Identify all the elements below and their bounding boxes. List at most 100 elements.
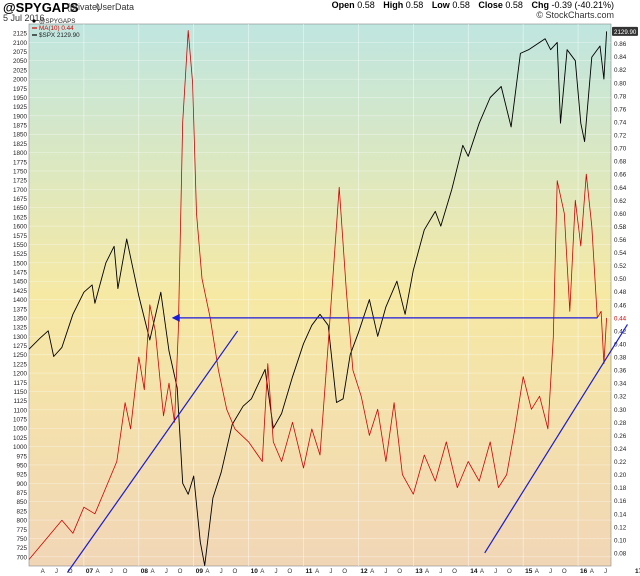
x-axis-month-label: J: [494, 568, 497, 575]
x-axis-month-label: A: [315, 568, 320, 575]
x-axis-year-label: 09: [196, 568, 204, 575]
x-axis-year-label: 07: [86, 568, 94, 575]
left-axis-tick-label: 1300: [13, 334, 28, 341]
left-axis-tick-label: 1750: [13, 168, 28, 175]
x-axis-month-label: O: [287, 568, 292, 575]
chart-privacy-label: (private): [67, 2, 101, 12]
chart-user-label: UserData: [96, 2, 135, 12]
trendline: [484, 324, 628, 554]
x-axis-month-label: A: [260, 568, 265, 575]
x-axis-month-label: O: [507, 568, 512, 575]
ohlc-readout: Open 0.58 High 0.58 Low 0.58 Close 0.58 …: [326, 0, 614, 10]
left-axis-tick-label: 1675: [13, 196, 28, 203]
right-axis-tick-label: 0.60: [614, 211, 627, 218]
legend-marker: [32, 19, 36, 23]
x-axis-year-label: 08: [141, 568, 149, 575]
spx-price-line: [28, 31, 608, 567]
x-axis-month-label: A: [425, 568, 430, 575]
right-axis-tick-label: 0.20: [614, 472, 627, 479]
x-axis-month-label: A: [370, 568, 375, 575]
x-axis-year-label: 17: [635, 568, 640, 575]
left-axis-tick-label: 1125: [13, 398, 27, 405]
left-axis-tick-label: 1225: [13, 361, 28, 368]
x-axis-month-label: J: [604, 568, 607, 575]
x-axis-month-label: A: [480, 568, 485, 575]
left-axis-tick-label: 1650: [13, 205, 28, 212]
left-axis-tick-label: 1950: [13, 95, 28, 102]
x-axis-month-label: O: [562, 568, 567, 575]
x-axis-year-label: 16: [580, 568, 588, 575]
trendline: [66, 330, 239, 573]
left-axis-tick-label: 1250: [13, 352, 28, 359]
left-axis-tick-label: 1450: [13, 279, 28, 286]
left-axis-tick-label: 1275: [13, 343, 28, 350]
left-axis-tick-label: 1050: [13, 426, 28, 433]
legend-entry: MA(10) 0.44: [39, 25, 74, 32]
left-axis-tick-label: 925: [16, 472, 27, 479]
right-axis-tick-label: 0.16: [614, 498, 627, 505]
right-axis-tick-label: 0.12: [614, 524, 627, 531]
brand-watermark: © StockCharts.com: [536, 10, 614, 20]
x-axis-month-label: O: [232, 568, 237, 575]
right-axis-tick-label: 0.86: [614, 41, 627, 48]
ohlc-open: Open 0.58: [331, 0, 375, 10]
right-axis-tick-label: 0.38: [614, 355, 627, 362]
left-axis-tick-label: 1825: [13, 141, 28, 148]
right-axis-tick-label: 0.32: [614, 394, 627, 401]
x-axis-month-label: J: [329, 568, 332, 575]
right-axis-tick-label: 0.42: [614, 328, 627, 335]
x-axis-month-label: J: [549, 568, 552, 575]
left-axis-tick-label: 1175: [13, 380, 27, 387]
left-axis-tick-label: 1500: [13, 260, 28, 267]
x-axis-month-label: A: [150, 568, 155, 575]
x-axis-month-label: A: [205, 568, 210, 575]
legend-entry: @SPYGAPS: [39, 18, 76, 25]
left-axis-tick-label: 1025: [13, 435, 28, 442]
x-axis-month-label: J: [110, 568, 113, 575]
right-axis-tick-label: 0.68: [614, 159, 627, 166]
left-axis-tick-label: 1400: [13, 297, 28, 304]
chart-title: @SPYGAPS: [3, 0, 79, 15]
left-axis-tick-label: 800: [16, 518, 27, 525]
x-axis-year-label: 15: [525, 568, 533, 575]
right-axis-tick-label: 0.78: [614, 93, 627, 100]
left-axis-tick-label: 1975: [13, 86, 28, 93]
x-axis-month-label: O: [342, 568, 347, 575]
left-axis-tick-label: 1800: [13, 150, 28, 157]
right-axis-tick-label: 0.70: [614, 146, 627, 153]
left-axis-tick-label: 850: [16, 499, 27, 506]
left-axis-tick-label: 2050: [13, 58, 28, 65]
left-axis-tick-label: 1875: [13, 123, 28, 130]
left-axis-tick-label: 825: [16, 508, 27, 515]
left-axis-tick-label: 1075: [13, 417, 28, 424]
x-axis-month-label: O: [178, 568, 183, 575]
arrow-head: [171, 313, 180, 322]
left-axis-tick-label: 2025: [13, 67, 28, 74]
right-axis-tick-label: 0.52: [614, 263, 627, 270]
right-axis-tick-label: 0.22: [614, 459, 627, 466]
x-axis-month-label: O: [123, 568, 128, 575]
left-axis-tick-label: 1850: [13, 132, 28, 139]
right-axis-tick-label: 0.82: [614, 67, 627, 74]
right-axis-tick-label: 0.28: [614, 420, 627, 427]
left-axis-tick-label: 1100: [13, 407, 27, 414]
right-axis-tick-label: 0.56: [614, 237, 627, 244]
ma10-line: [28, 30, 607, 560]
x-axis-month-label: O: [452, 568, 457, 575]
left-axis-tick-label: 750: [16, 536, 27, 543]
left-axis-tick-label: 1150: [13, 389, 27, 396]
right-axis-tick-label: 0.24: [614, 446, 627, 453]
right-axis-tick-label: 0.36: [614, 368, 627, 375]
left-axis-tick-label: 2100: [13, 40, 28, 47]
x-axis-month-label: A: [96, 568, 101, 575]
right-axis-tick-label: 0.50: [614, 276, 627, 283]
x-axis-year-label: 13: [415, 568, 423, 575]
right-axis-tick-label: 0.10: [614, 537, 627, 544]
spx-last-badge-bg: [612, 26, 638, 36]
left-axis-tick-label: 1325: [13, 325, 28, 332]
plot-background: [28, 23, 612, 567]
right-axis-tick-label: 0.26: [614, 433, 627, 440]
left-axis-tick-label: 1375: [13, 306, 28, 313]
